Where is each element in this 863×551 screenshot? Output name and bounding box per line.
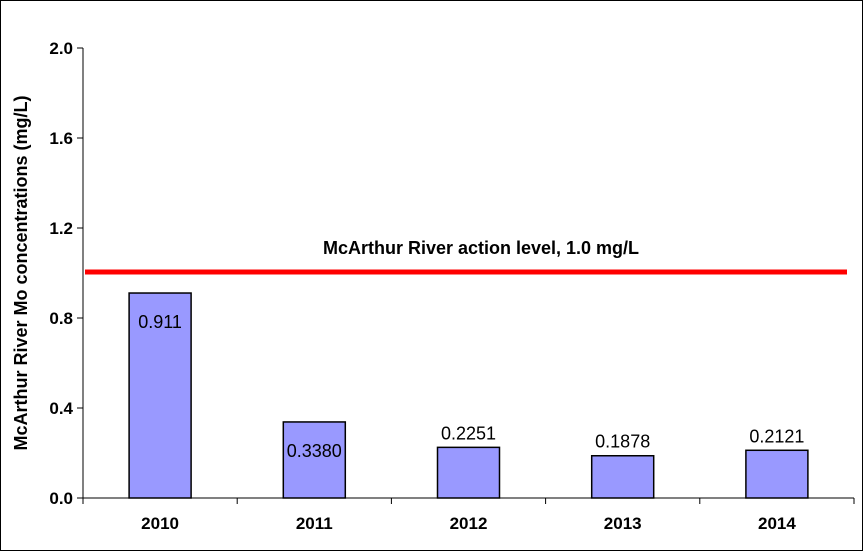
y-tick-label: 0.4 [49,399,73,418]
x-tick-label: 2012 [450,514,488,533]
data-label-2010: 0.911 [138,312,182,332]
bar-2011 [282,421,347,499]
y-tick-label: 2.0 [49,39,73,58]
x-tick-label: 2013 [604,514,642,533]
y-axis-title: McArthur River Mo concentrations (mg/L) [11,95,31,450]
bar-2013 [590,454,655,499]
x-tick-label: 2010 [141,514,179,533]
data-label-2011: 0.3380 [287,441,342,461]
bar-2014 [745,449,809,499]
y-tick-label: 1.6 [49,129,73,148]
x-tick-label: 2011 [296,514,333,533]
bars-group: 0.911 0.3380 0.2251 0.1878 0.2121 [128,292,809,499]
bar-2012 [436,446,501,499]
data-label-2013: 0.1878 [595,432,650,452]
data-label-2012: 0.2251 [441,423,496,443]
x-axis: 2010 2011 2012 2013 2014 [82,497,855,533]
y-tick-label: 0.8 [49,309,73,328]
y-tick-label: 1.2 [49,219,73,238]
action-level-label: McArthur River action level, 1.0 mg/L [323,238,639,258]
data-label-2014: 0.2121 [749,426,804,446]
y-tick-label: 0.0 [49,489,73,508]
y-axis: 0.0 0.4 0.8 1.2 1.6 2.0 [49,39,84,508]
x-tick-label: 2014 [758,514,796,533]
